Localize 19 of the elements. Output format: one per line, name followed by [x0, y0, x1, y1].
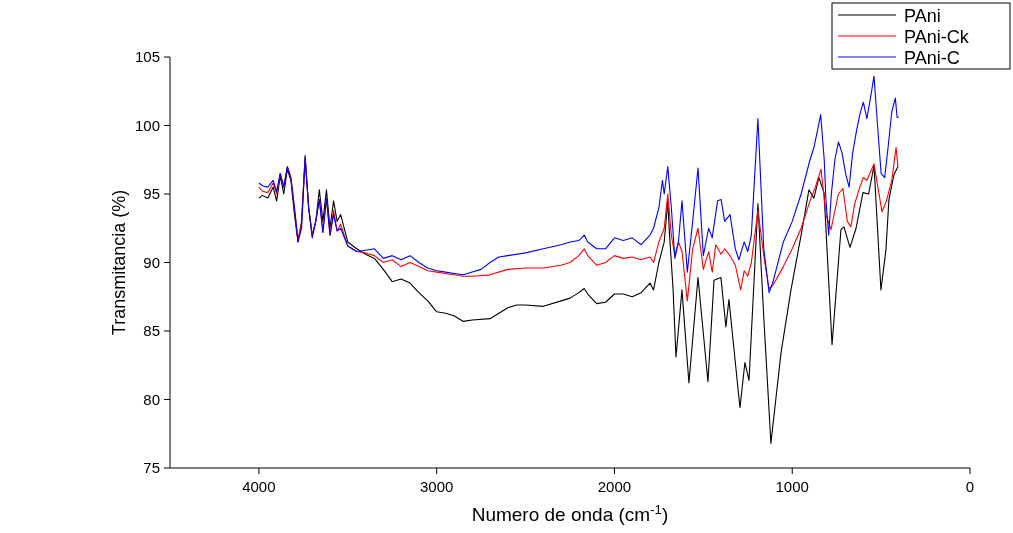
legend-label: PAni [904, 6, 941, 26]
x-tick-label: 3000 [419, 478, 454, 495]
line-series [258, 75, 900, 294]
legend-label: PAni-Ck [904, 27, 970, 47]
y-tick-label: 100 [134, 116, 160, 134]
x-tick-label: 2000 [597, 478, 632, 495]
y-tick-label: 105 [134, 48, 160, 65]
x-tick-label: 1000 [775, 478, 809, 495]
x-tick-label: 0 [965, 478, 975, 495]
y-tick-label: 90 [143, 253, 160, 271]
legend-label: PAni-C [904, 48, 960, 68]
y-axis-title: Transmitancia (%) [109, 189, 129, 336]
y-tick-label: 85 [143, 322, 160, 339]
x-axis-title: Numero de onda (cm$^{-1}$) [471, 501, 669, 525]
line-series [258, 155, 899, 444]
x-tick-label: 4000 [242, 478, 276, 495]
y-tick-label: 95 [143, 185, 160, 202]
y-tick-label: 80 [143, 390, 160, 408]
y-tick-label: 75 [143, 459, 160, 476]
